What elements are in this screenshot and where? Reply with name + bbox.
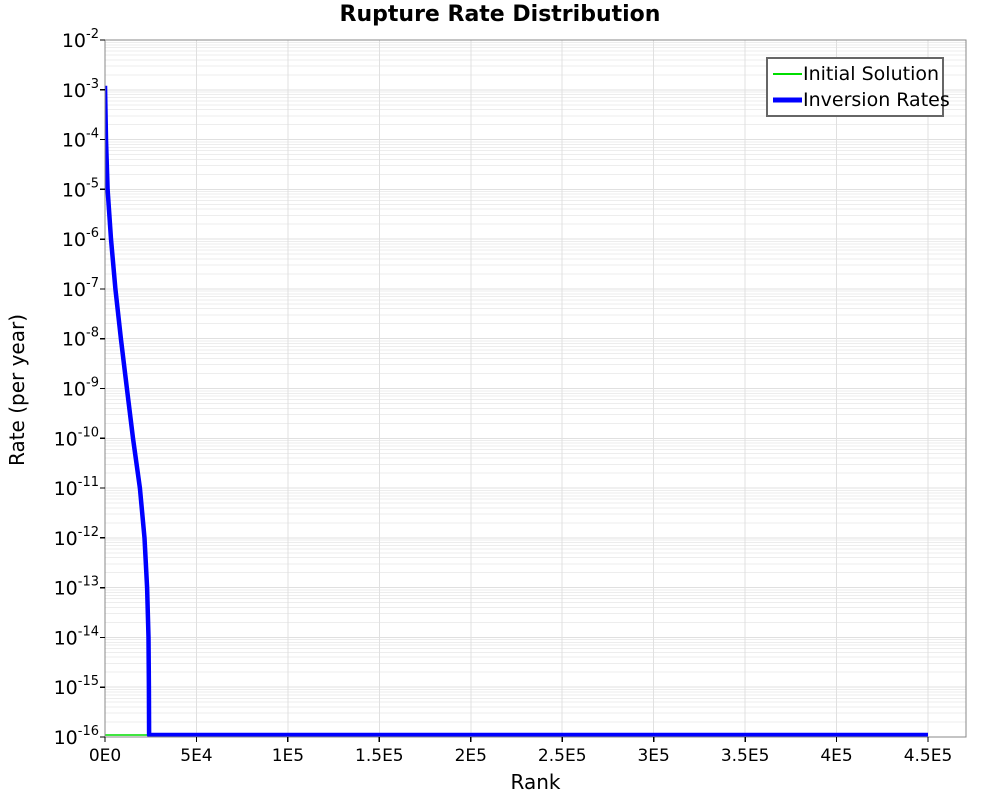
y-tick-label: 10-8	[62, 326, 99, 351]
y-tick-label: 10-6	[62, 226, 99, 251]
y-tick-label: 10-12	[54, 525, 99, 550]
legend-entry-inversion-rates: Inversion Rates	[773, 87, 950, 113]
legend-line-swatch-green	[773, 73, 802, 75]
y-tick-label: 10-2	[62, 27, 99, 52]
y-tick-label: 10-15	[54, 674, 99, 699]
x-tick-label: 4E5	[820, 746, 852, 766]
y-tick-label: 10-13	[54, 575, 99, 600]
x-tick-label: 2.5E5	[538, 746, 587, 766]
x-tick-label: 3E5	[637, 746, 669, 766]
y-tick-label: 10-14	[54, 624, 99, 649]
y-tick-label: 10-9	[62, 376, 99, 401]
legend-label-inversion-rates: Inversion Rates	[803, 89, 950, 111]
y-tick-label: 10-3	[62, 77, 99, 102]
x-tick-label: 4.5E5	[904, 746, 953, 766]
x-tick-label: 1E5	[272, 746, 304, 766]
x-tick-label: 2E5	[455, 746, 487, 766]
y-tick-label: 10-10	[54, 425, 99, 450]
x-tick-label: 5E4	[180, 746, 212, 766]
y-tick-label: 10-11	[54, 475, 99, 500]
x-tick-label: 0E0	[89, 746, 121, 766]
legend: Initial Solution Inversion Rates	[766, 57, 950, 117]
x-axis-title: Rank	[510, 770, 561, 794]
legend-entry-initial-solution: Initial Solution	[773, 61, 940, 87]
y-tick-label: 10-16	[54, 724, 99, 749]
y-tick-label: 10-7	[62, 276, 99, 301]
x-tick-label: 3.5E5	[721, 746, 770, 766]
chart-title: Rupture Rate Distribution	[339, 2, 661, 27]
y-tick-label: 10-4	[62, 127, 99, 152]
legend-label-initial-solution: Initial Solution	[803, 63, 940, 85]
legend-line-swatch-blue	[773, 97, 802, 103]
y-tick-label: 10-5	[62, 176, 99, 201]
x-tick-label: 1.5E5	[355, 746, 404, 766]
series-inversion-rates	[105, 85, 928, 738]
